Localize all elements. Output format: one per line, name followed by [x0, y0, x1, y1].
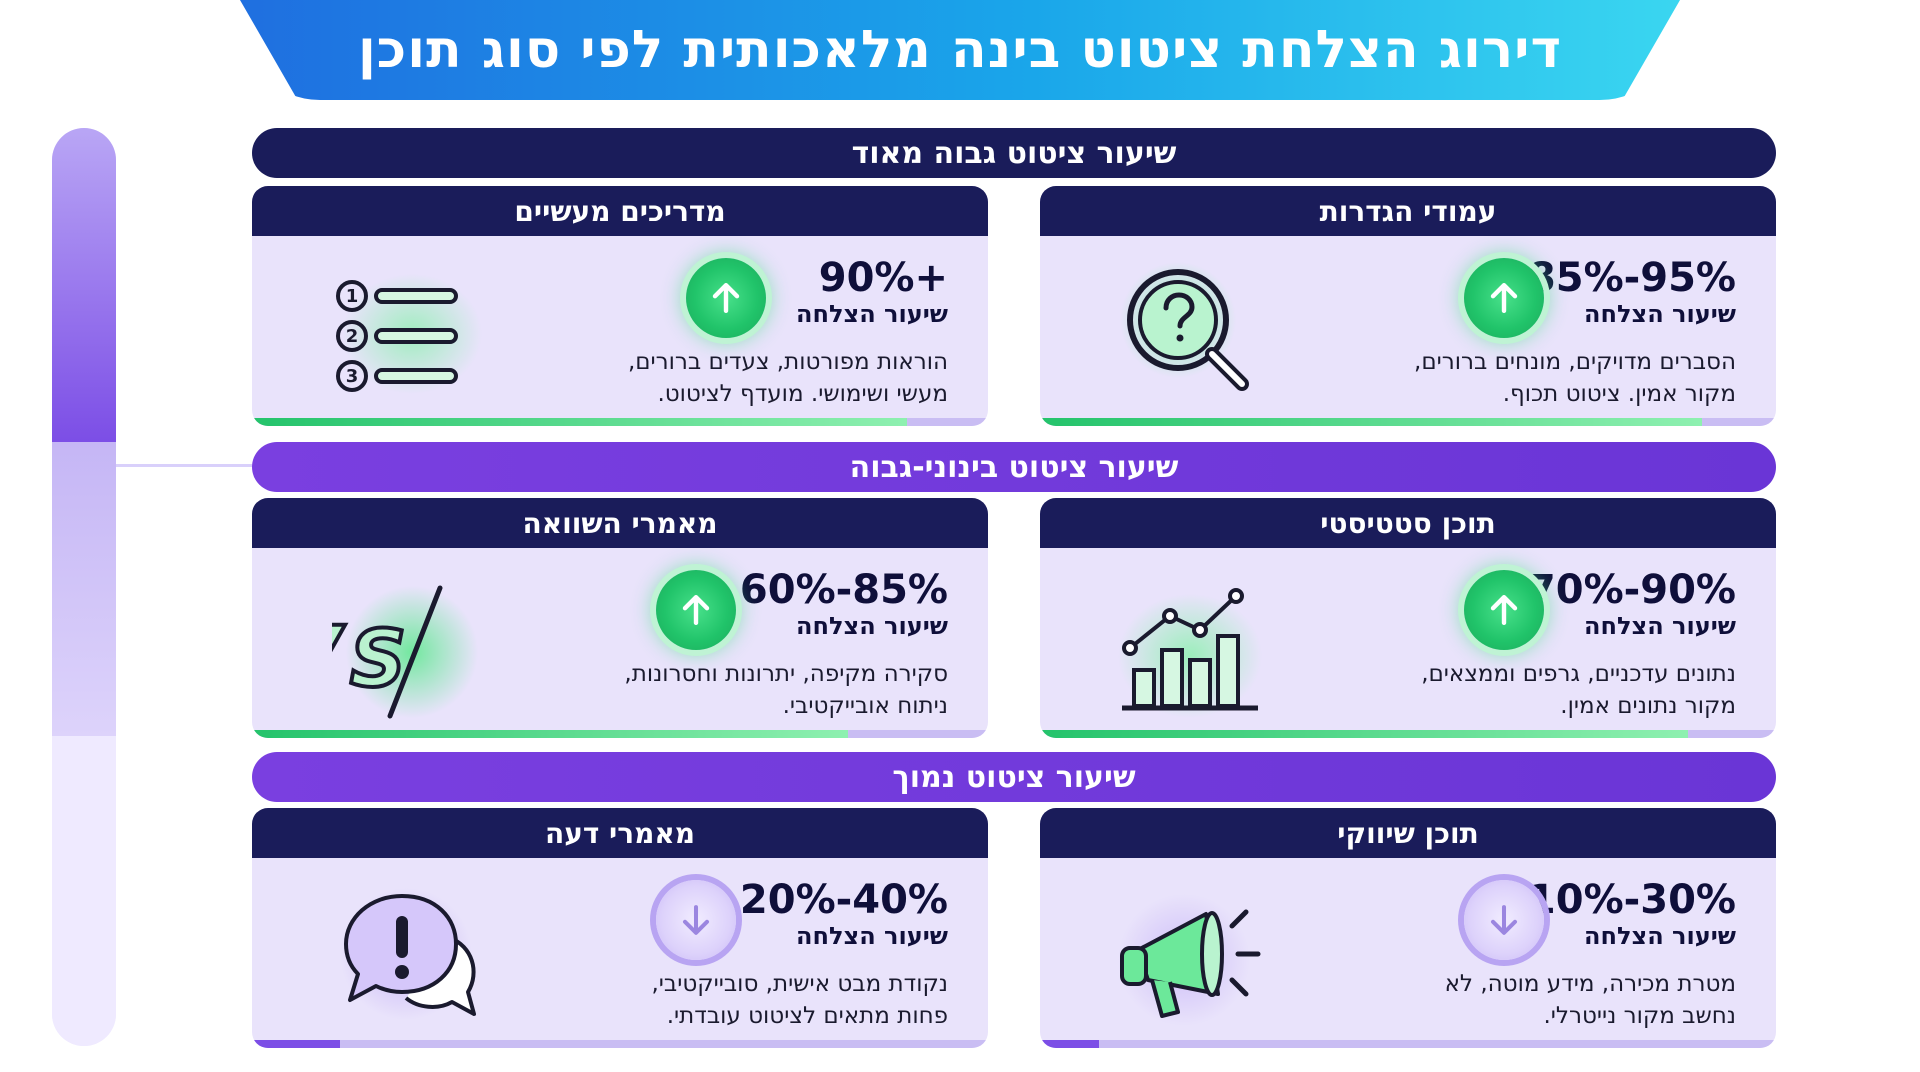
description-line: מקור אמין. ציטוט תכוף.: [1502, 381, 1736, 407]
progress-fill: [252, 1040, 341, 1048]
success-rate: 10%-30%: [1527, 877, 1736, 923]
description-line: הסברים מדויקים, מונחים ברורים,: [1414, 349, 1736, 375]
description-line: סקירה מקיפה, יתרונות וחסרונות,: [624, 661, 948, 687]
success-rate-label: שיעור הצלחה: [1584, 300, 1736, 328]
vs-icon: V S: [278, 566, 492, 726]
svg-text:1: 1: [346, 286, 359, 307]
success-rate: 90%+: [818, 255, 948, 301]
trend-up-badge: [1464, 258, 1544, 338]
success-rate-label: שיעור הצלחה: [796, 300, 948, 328]
tier-label: שיעור ציטוט בינוני-גבוה: [849, 449, 1179, 485]
card-practical-guides: מדריכים מעשיים 90%+ שיעור הצלחה הוראות מ…: [252, 186, 988, 426]
page-title: דירוג הצלחת ציטוט בינה מלאכותית לפי סוג …: [357, 20, 1563, 80]
success-rate: 85%-95%: [1527, 255, 1736, 301]
side-tier-bar: [52, 128, 116, 1046]
success-rate: 70%-90%: [1527, 567, 1736, 613]
progress-fill: [1040, 730, 1688, 738]
side-connector-line: [116, 464, 252, 467]
svg-text:3: 3: [346, 366, 359, 387]
progress-track: [1040, 1040, 1776, 1048]
card-title: תוכן שיווקי: [1040, 808, 1776, 858]
progress-track: [252, 1040, 988, 1048]
description-line: מקור נתונים אמין.: [1560, 693, 1736, 719]
description-line: נקודת מבט אישית, סובייקטיבי,: [651, 971, 948, 997]
card-statistical-content: תוכן סטטיסטי 70%-90% שיעור הצלחה נתונים …: [1040, 498, 1776, 738]
side-tier-bar-low: [52, 736, 116, 1046]
progress-track: [252, 730, 988, 738]
tier-header-medium-high: שיעור ציטוט בינוני-גבוה: [252, 442, 1776, 492]
description-line: מטרת מכירה, מידע מוטה, לא: [1444, 971, 1736, 997]
arrow-up-icon: [682, 594, 710, 626]
description-line: פחות מתאים לציטוט עובדתי.: [666, 1003, 948, 1029]
description-line: ניתוח אובייקטיבי.: [782, 693, 948, 719]
progress-track: [1040, 418, 1776, 426]
speech-bubble-exclamation-icon: [332, 876, 492, 1036]
description-line: הוראות מפורטות, צעדים ברורים,: [627, 349, 948, 375]
card-title: מאמרי השוואה: [252, 498, 988, 548]
card-title: מדריכים מעשיים: [252, 186, 988, 236]
arrow-up-icon: [1490, 594, 1518, 626]
trend-up-badge: [686, 258, 766, 338]
progress-fill: [252, 418, 908, 426]
progress-fill: [252, 730, 849, 738]
arrow-down-icon: [1490, 905, 1518, 935]
card-comparison-articles: מאמרי השוואה 60%-85% שיעור הצלחה סקירה מ…: [252, 498, 988, 738]
magnifier-question-icon: [1110, 254, 1270, 414]
arrow-up-icon: [1490, 282, 1518, 314]
title-banner: דירוג הצלחת ציטוט בינה מלאכותית לפי סוג …: [240, 0, 1680, 100]
trend-up-badge: [1464, 570, 1544, 650]
arrow-up-icon: [712, 282, 740, 314]
numbered-list-icon: 1 2 3: [322, 254, 482, 414]
side-tier-bar-high: [52, 128, 116, 442]
svg-text:V: V: [332, 611, 346, 701]
success-rate-label: שיעור הצלחה: [1584, 612, 1736, 640]
trend-down-badge: [1464, 880, 1544, 960]
tier-label: שיעור ציטוט גבוה מאוד: [851, 135, 1177, 171]
trend-down-badge: [656, 880, 736, 960]
success-rate: 60%-85%: [739, 567, 948, 613]
tier-header-very-high: שיעור ציטוט גבוה מאוד: [252, 128, 1776, 178]
trend-up-badge: [656, 570, 736, 650]
card-title: עמודי הגדרות: [1040, 186, 1776, 236]
megaphone-icon: [1110, 876, 1270, 1036]
success-rate-label: שיעור הצלחה: [1584, 922, 1736, 950]
progress-track: [1040, 730, 1776, 738]
svg-text:2: 2: [346, 326, 359, 347]
description-line: מעשי ושימושי. מועדף לציטוט.: [657, 381, 948, 407]
progress-track: [252, 418, 988, 426]
success-rate: 20%-40%: [739, 877, 948, 923]
card-opinion-articles: מאמרי דעה 20%-40% שיעור הצלחה נקודת מבט …: [252, 808, 988, 1048]
tier-header-low: שיעור ציטוט נמוך: [252, 752, 1776, 802]
tier-label: שיעור ציטוט נמוך: [892, 759, 1136, 795]
card-definitions: עמודי הגדרות 85%-95% שיעור הצלחה הסברים …: [1040, 186, 1776, 426]
arrow-down-icon: [682, 905, 710, 935]
success-rate-label: שיעור הצלחה: [796, 922, 948, 950]
progress-fill: [1040, 1040, 1099, 1048]
progress-fill: [1040, 418, 1703, 426]
bar-line-chart-icon: [1110, 566, 1270, 726]
side-tier-bar-medium: [52, 442, 116, 736]
description-line: נחשב מקור נייטרלי.: [1543, 1003, 1736, 1029]
card-title: מאמרי דעה: [252, 808, 988, 858]
card-title: תוכן סטטיסטי: [1040, 498, 1776, 548]
description-line: נתונים עדכניים, גרפים וממצאים,: [1421, 661, 1736, 687]
success-rate-label: שיעור הצלחה: [796, 612, 948, 640]
card-marketing-content: תוכן שיווקי 10%-30% שיעור הצלחה מטרת מכי…: [1040, 808, 1776, 1048]
